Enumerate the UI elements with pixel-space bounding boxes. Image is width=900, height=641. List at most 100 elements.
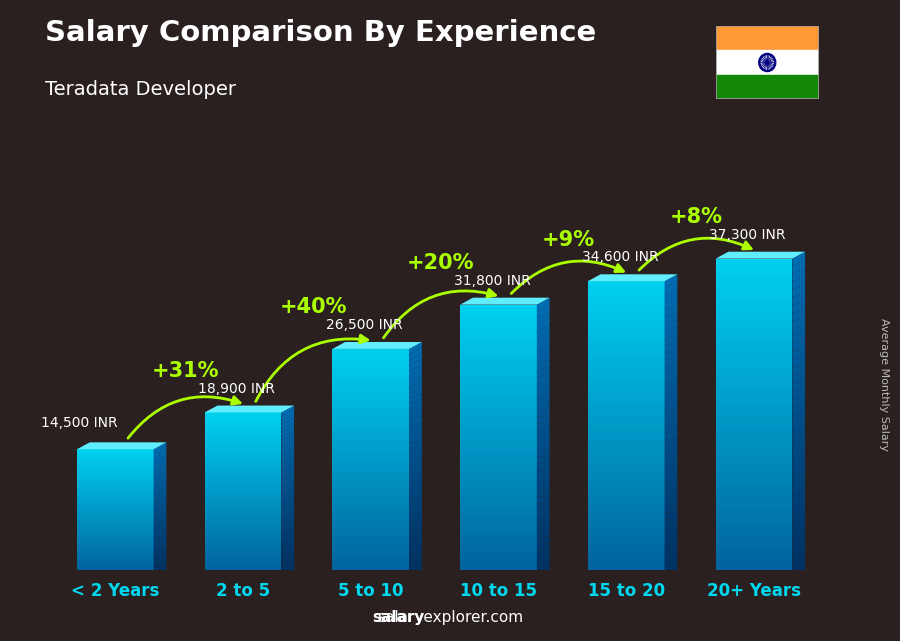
Polygon shape — [282, 529, 294, 535]
Polygon shape — [536, 345, 550, 358]
Polygon shape — [664, 400, 678, 412]
Polygon shape — [410, 399, 422, 410]
Polygon shape — [410, 490, 422, 499]
Bar — [332, 360, 410, 363]
Bar — [332, 456, 410, 460]
Bar — [588, 281, 664, 286]
FancyArrowPatch shape — [128, 397, 240, 438]
Polygon shape — [154, 490, 166, 498]
Bar — [460, 451, 536, 455]
Bar — [716, 347, 792, 352]
Text: Average Monthly Salary: Average Monthly Salary — [878, 318, 889, 451]
Polygon shape — [664, 289, 678, 303]
Polygon shape — [536, 297, 550, 312]
Bar — [460, 424, 536, 429]
Bar — [588, 498, 664, 503]
Polygon shape — [282, 513, 294, 519]
Bar — [588, 392, 664, 397]
Bar — [460, 562, 536, 566]
Bar — [460, 487, 536, 491]
Bar — [460, 327, 536, 331]
Polygon shape — [410, 353, 422, 365]
Bar — [76, 528, 154, 530]
Polygon shape — [536, 304, 550, 318]
Polygon shape — [282, 517, 294, 523]
Polygon shape — [536, 482, 550, 491]
Polygon shape — [154, 548, 166, 553]
Bar — [716, 503, 792, 508]
Polygon shape — [154, 532, 166, 537]
Bar — [76, 498, 154, 500]
Bar — [460, 553, 536, 557]
Polygon shape — [792, 459, 806, 469]
Text: 14,500 INR: 14,500 INR — [41, 416, 118, 430]
Bar — [332, 515, 410, 519]
Bar — [76, 538, 154, 540]
Bar — [332, 412, 410, 415]
Polygon shape — [154, 529, 166, 534]
Bar — [588, 373, 664, 378]
Polygon shape — [282, 509, 294, 515]
Polygon shape — [154, 551, 166, 555]
Polygon shape — [154, 506, 166, 513]
Polygon shape — [792, 554, 806, 563]
Bar — [716, 435, 792, 440]
Polygon shape — [664, 348, 678, 361]
Polygon shape — [460, 297, 550, 304]
Bar — [716, 383, 792, 388]
Bar — [204, 431, 282, 433]
Text: +8%: +8% — [670, 207, 723, 227]
Bar — [716, 560, 792, 565]
Bar — [204, 502, 282, 504]
Bar — [332, 512, 410, 515]
Polygon shape — [792, 292, 806, 305]
Bar — [332, 349, 410, 353]
Bar — [460, 438, 536, 442]
Polygon shape — [664, 393, 678, 404]
Bar — [76, 460, 154, 462]
Polygon shape — [792, 522, 806, 531]
Polygon shape — [792, 499, 806, 508]
Polygon shape — [664, 326, 678, 339]
Bar — [588, 450, 664, 454]
Polygon shape — [536, 563, 550, 570]
Polygon shape — [664, 452, 678, 462]
Bar — [460, 380, 536, 385]
FancyArrowPatch shape — [256, 335, 368, 401]
Bar — [716, 440, 792, 445]
Bar — [588, 479, 664, 484]
Bar — [332, 504, 410, 508]
Polygon shape — [536, 557, 550, 564]
Bar — [716, 295, 792, 300]
Bar — [332, 401, 410, 404]
Bar — [332, 470, 410, 474]
Bar — [204, 518, 282, 520]
Bar — [76, 478, 154, 479]
Bar — [460, 336, 536, 340]
Polygon shape — [282, 422, 294, 432]
Bar — [460, 566, 536, 570]
Bar — [204, 478, 282, 481]
Bar — [204, 523, 282, 526]
Bar — [460, 482, 536, 487]
FancyArrowPatch shape — [383, 290, 496, 338]
Bar — [588, 488, 664, 494]
Bar — [76, 465, 154, 467]
Bar — [332, 378, 410, 382]
Bar — [76, 522, 154, 524]
Bar — [204, 476, 282, 478]
Bar — [332, 548, 410, 552]
Polygon shape — [154, 452, 166, 462]
Bar — [460, 411, 536, 415]
Polygon shape — [154, 554, 166, 558]
Bar — [588, 527, 664, 532]
Polygon shape — [154, 474, 166, 483]
Polygon shape — [536, 420, 550, 431]
Bar — [716, 326, 792, 331]
Bar — [204, 537, 282, 539]
Polygon shape — [282, 455, 294, 464]
Bar — [76, 506, 154, 508]
Bar — [332, 560, 410, 563]
Bar — [588, 503, 664, 508]
Bar — [204, 513, 282, 515]
